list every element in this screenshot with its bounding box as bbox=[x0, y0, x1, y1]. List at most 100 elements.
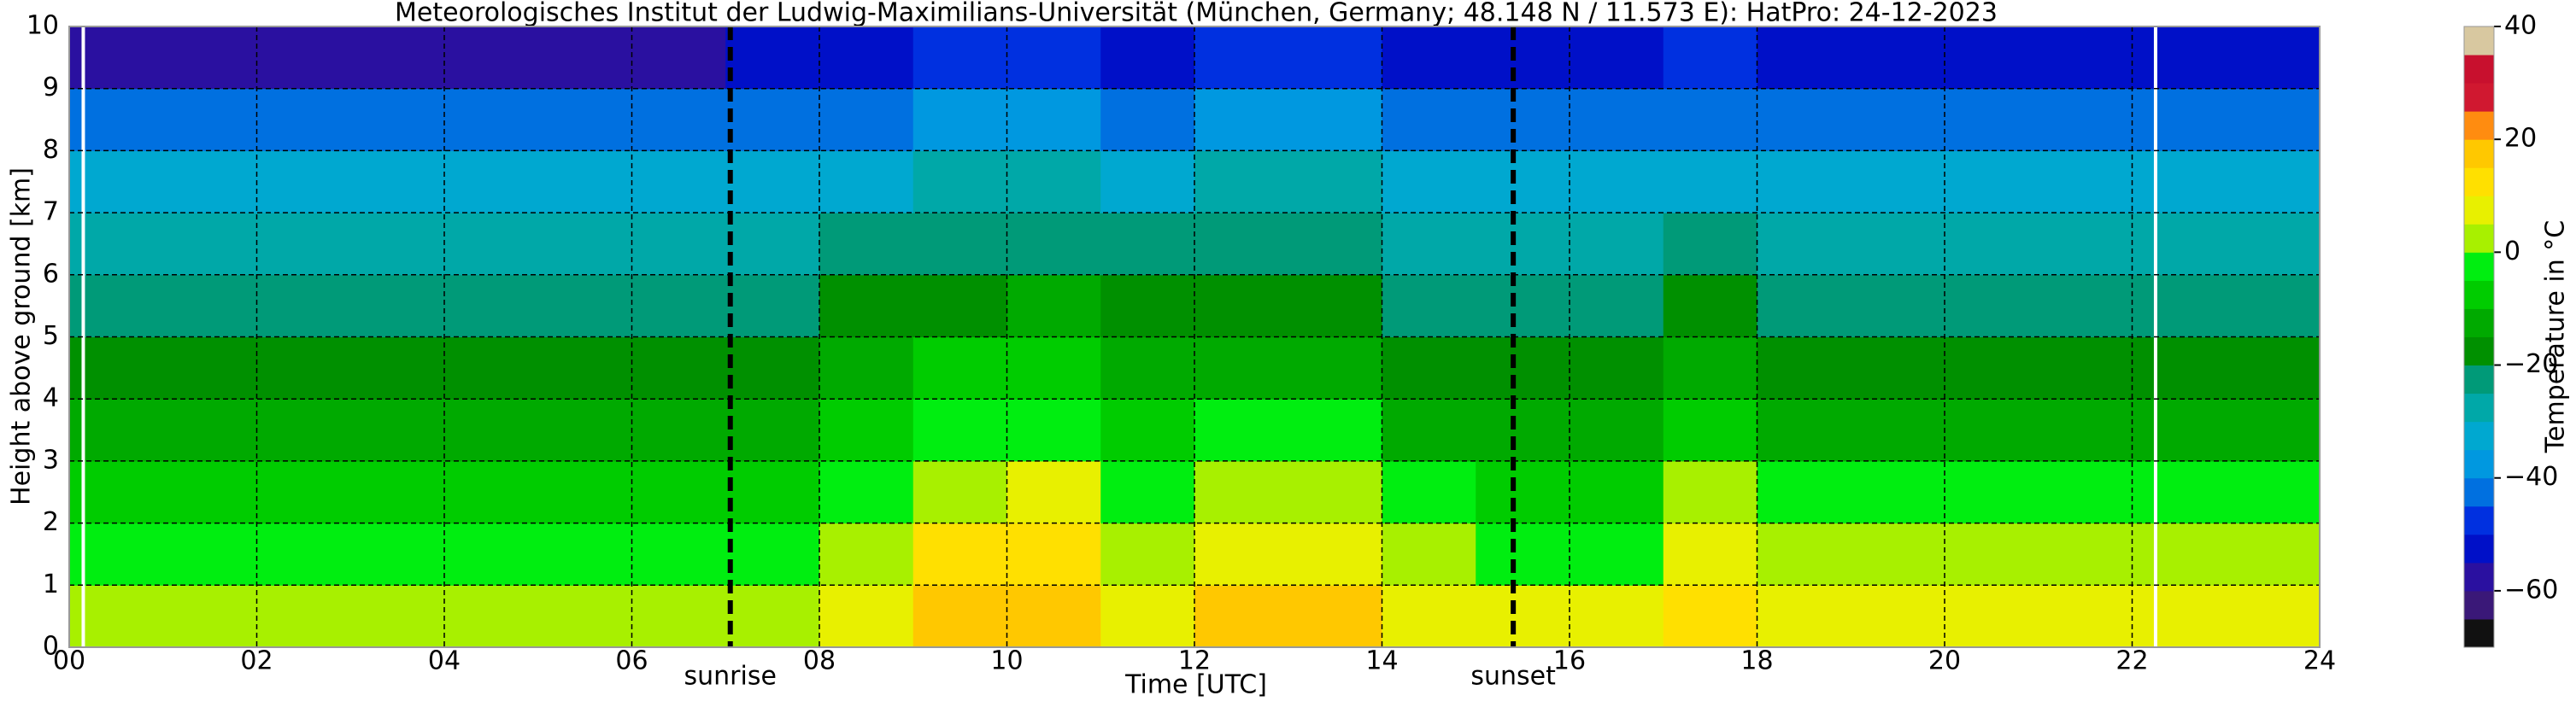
y-tick-label: 7 bbox=[43, 197, 59, 227]
heatmap-cell bbox=[1194, 399, 1289, 462]
heatmap-cell bbox=[1100, 26, 1195, 90]
x-tick-label: 22 bbox=[2115, 646, 2148, 676]
heatmap-cell bbox=[1663, 585, 1757, 648]
y-tick-label: 10 bbox=[26, 11, 59, 41]
y-tick-label: 5 bbox=[43, 321, 59, 351]
colorbar-band bbox=[2464, 449, 2494, 479]
heatmap-cell bbox=[2132, 213, 2227, 276]
heatmap-cell bbox=[2038, 26, 2133, 90]
heatmap-cell bbox=[162, 585, 257, 648]
heatmap-cell bbox=[1570, 585, 1664, 648]
heatmap-cell bbox=[2226, 274, 2321, 337]
y-tick-label: 3 bbox=[43, 445, 59, 475]
heatmap-cell bbox=[2226, 585, 2321, 648]
heatmap-cell bbox=[2038, 399, 2133, 462]
heatmap-cell bbox=[350, 26, 445, 90]
heatmap-cell bbox=[1476, 88, 1570, 151]
colorbar-band bbox=[2464, 618, 2494, 648]
heatmap-cell bbox=[2132, 523, 2227, 586]
heatmap-cell bbox=[912, 88, 1007, 151]
heatmap-cell bbox=[1851, 26, 1945, 90]
heatmap-cell bbox=[162, 399, 257, 462]
heatmap-cell bbox=[1945, 523, 2039, 586]
heatmap-cell bbox=[537, 523, 632, 586]
heatmap-cell bbox=[1851, 523, 1945, 586]
heatmap-cell bbox=[537, 274, 632, 337]
heatmap-cell bbox=[444, 213, 539, 276]
heatmap-cell bbox=[1194, 213, 1289, 276]
heatmap-cell bbox=[350, 213, 445, 276]
heatmap-cell bbox=[256, 585, 351, 648]
heatmap-cell bbox=[2038, 585, 2133, 648]
heatmap-cell bbox=[2038, 460, 2133, 524]
y-tick-label: 2 bbox=[43, 507, 59, 537]
heatmap-cell bbox=[1382, 336, 1476, 400]
heatmap-cell bbox=[1006, 399, 1101, 462]
heatmap-cell bbox=[1945, 150, 2039, 213]
heatmap-cell bbox=[1382, 523, 1476, 586]
heatmap-cell bbox=[1288, 585, 1382, 648]
heatmap-cell bbox=[2038, 274, 2133, 337]
heatmap-cell bbox=[2132, 88, 2227, 151]
heatmap-cell bbox=[256, 399, 351, 462]
colorbar-band bbox=[2464, 55, 2494, 84]
heatmap-cell bbox=[1945, 399, 2039, 462]
heatmap-cell bbox=[1476, 274, 1570, 337]
heatmap-cell bbox=[537, 150, 632, 213]
heatmap-cell bbox=[819, 88, 914, 151]
heatmap-cell bbox=[537, 399, 632, 462]
heatmap-cell bbox=[1757, 26, 1851, 90]
x-tick-label: 18 bbox=[1740, 646, 1773, 676]
heatmap-cell bbox=[1757, 585, 1851, 648]
heatmap-cell bbox=[1570, 274, 1664, 337]
heatmap-cell bbox=[1663, 88, 1757, 151]
heatmap-cell bbox=[1382, 274, 1476, 337]
heatmap-cell bbox=[631, 585, 726, 648]
heatmap-cell bbox=[912, 213, 1007, 276]
colorbar-band bbox=[2464, 111, 2494, 140]
heatmap-cell bbox=[1100, 460, 1195, 524]
heatmap-cell bbox=[350, 150, 445, 213]
heatmap-cell bbox=[1476, 336, 1570, 400]
heatmap-cell bbox=[1945, 336, 2039, 400]
colorbar-label: Temperature in °C bbox=[2541, 220, 2571, 453]
heatmap-cell bbox=[1476, 523, 1570, 586]
colorbar-band bbox=[2464, 421, 2494, 451]
heatmap-cell bbox=[1100, 150, 1195, 213]
colorbar-band bbox=[2464, 308, 2494, 337]
heatmap-cell bbox=[819, 26, 914, 90]
colorbar-band bbox=[2464, 590, 2494, 620]
x-tick-label: 02 bbox=[240, 646, 273, 676]
heatmap-cell bbox=[444, 585, 539, 648]
colorbar-band bbox=[2464, 26, 2494, 56]
heatmap-cell bbox=[162, 150, 257, 213]
x-tick-label: 10 bbox=[990, 646, 1023, 676]
heatmap-cell bbox=[1194, 88, 1289, 151]
heatmap-cell bbox=[1757, 336, 1851, 400]
heatmap-cell bbox=[819, 213, 914, 276]
heatmap-cell bbox=[819, 336, 914, 400]
heatmap-cell bbox=[1851, 336, 1945, 400]
heatmap-cell bbox=[1851, 585, 1945, 648]
heatmap-cell bbox=[725, 213, 820, 276]
heatmap-cell bbox=[1945, 585, 2039, 648]
heatmap-cell bbox=[1288, 399, 1382, 462]
heatmap-cell bbox=[444, 336, 539, 400]
heatmap-cell bbox=[1851, 150, 1945, 213]
y-tick-label: 0 bbox=[43, 632, 59, 662]
heatmap-cell bbox=[1288, 336, 1382, 400]
heatmap-cell bbox=[1476, 585, 1570, 648]
x-tick-label: 06 bbox=[615, 646, 648, 676]
heatmap-cell bbox=[912, 150, 1007, 213]
heatmap-cell bbox=[2226, 150, 2321, 213]
heatmap-cell bbox=[1288, 460, 1382, 524]
x-tick-label: 14 bbox=[1365, 646, 1398, 676]
chart-title: Meteorologisches Institut der Ludwig-Max… bbox=[395, 0, 1998, 28]
y-tick-label: 4 bbox=[43, 383, 59, 413]
heatmap-cell bbox=[256, 336, 351, 400]
heatmap-cell bbox=[819, 523, 914, 586]
heatmap-cell bbox=[537, 460, 632, 524]
heatmap-cell bbox=[1006, 150, 1101, 213]
colorbar-band bbox=[2464, 196, 2494, 225]
